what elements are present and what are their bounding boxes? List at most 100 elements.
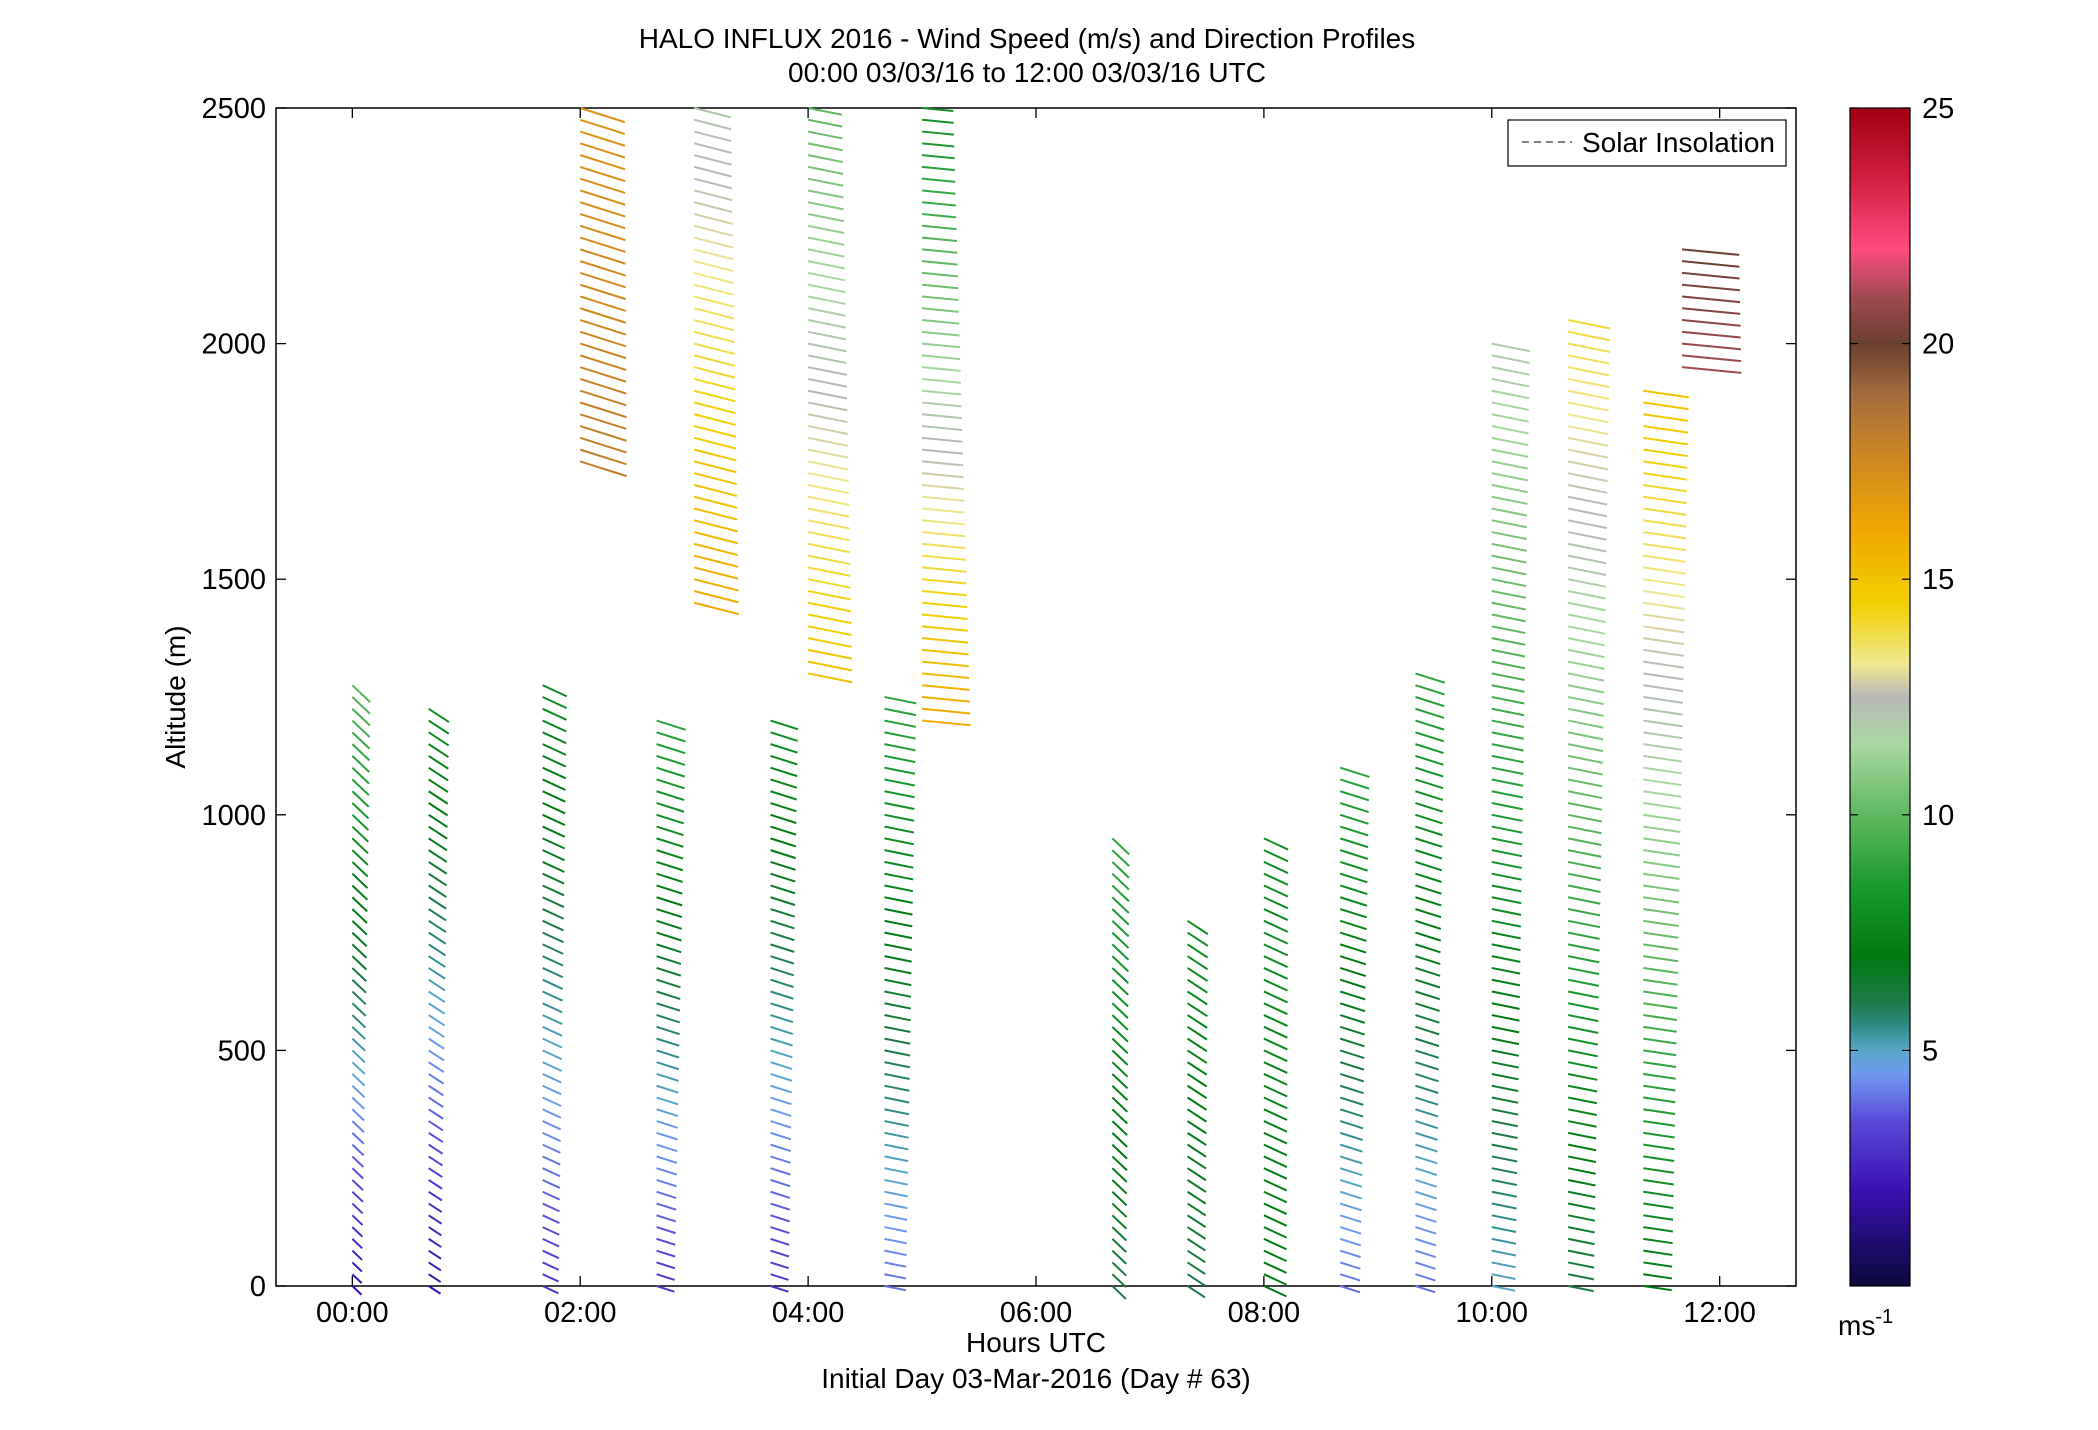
- wind-barb: [1643, 1061, 1677, 1068]
- wind-barb: [1186, 1143, 1207, 1158]
- wind-barb: [1643, 1261, 1673, 1268]
- wind-barb: [1567, 625, 1606, 635]
- wind-barb: [1415, 1014, 1440, 1024]
- wind-barb: [770, 1096, 792, 1106]
- wind-barb: [579, 271, 626, 289]
- wind-barb: [579, 130, 626, 147]
- wind-barb: [1339, 1061, 1365, 1071]
- colorbar-fill: [1849, 107, 1911, 1287]
- wind-barb: [807, 637, 852, 648]
- wind-barb: [1339, 1179, 1363, 1188]
- wind-barb: [1263, 1096, 1288, 1110]
- wind-barb: [428, 978, 446, 992]
- wind-barb: [428, 896, 447, 910]
- wind-barb: [1339, 955, 1367, 966]
- wind-barb: [1263, 1049, 1288, 1063]
- wind-barb: [542, 719, 567, 733]
- wind-barb: [428, 766, 449, 782]
- wind-barb: [1567, 1096, 1598, 1105]
- wind-barb: [1567, 637, 1605, 647]
- wind-barb: [1491, 1096, 1519, 1104]
- wind-barb: [656, 825, 684, 837]
- wind-barb: [807, 213, 845, 223]
- wind-barb: [1415, 872, 1442, 883]
- wind-barb: [1111, 955, 1130, 973]
- wind-barb: [693, 260, 734, 273]
- wind-barb: [351, 731, 371, 750]
- y-tick-label: 500: [218, 1035, 266, 1067]
- x-tick-label: 00:00: [316, 1297, 389, 1329]
- y-tick-label: 2000: [201, 329, 266, 361]
- wind-barb: [579, 354, 627, 371]
- wind-barb: [1491, 566, 1527, 576]
- wind-barb: [656, 1037, 680, 1047]
- wind-barb: [1643, 860, 1680, 869]
- wind-barb: [1567, 1226, 1595, 1234]
- wind-barb: [1415, 860, 1443, 872]
- wind-barb: [770, 966, 795, 977]
- wind-barb: [1186, 1132, 1207, 1146]
- wind-barb: [428, 1108, 444, 1120]
- wind-barb: [351, 814, 370, 831]
- wind-barb: [1567, 1002, 1599, 1011]
- wind-barb: [1111, 931, 1130, 949]
- wind-barb: [1491, 507, 1528, 517]
- wind-barb: [1491, 931, 1521, 940]
- wind-barb: [656, 990, 681, 1000]
- wind-barb: [693, 578, 739, 592]
- wind-barb: [770, 790, 797, 801]
- x-tick-label: 08:00: [1228, 1297, 1301, 1329]
- wind-barb: [1263, 884, 1289, 898]
- wind-barb: [770, 896, 796, 906]
- wind-barb: [1567, 1237, 1595, 1246]
- wind-barb: [656, 1108, 679, 1118]
- wind-barb: [1643, 1178, 1674, 1186]
- wind-barb: [1339, 1155, 1363, 1165]
- wind-barb: [656, 1261, 676, 1270]
- wind-barb: [1415, 908, 1442, 919]
- wind-barb: [656, 860, 684, 872]
- wind-barb: [884, 1037, 911, 1045]
- wind-barb: [428, 1190, 443, 1202]
- wind-barb: [770, 1037, 793, 1047]
- wind-barb: [1567, 707, 1604, 717]
- wind-barb: [1567, 672, 1605, 682]
- wind-barb: [1263, 861, 1289, 874]
- wind-barb: [542, 754, 567, 768]
- wind-barb: [579, 248, 626, 265]
- wind-barb: [1491, 719, 1525, 728]
- wind-barb: [1415, 955, 1441, 966]
- wind-barb: [921, 118, 954, 124]
- wind-barb: [1111, 1085, 1129, 1101]
- wind-barb: [1111, 1002, 1129, 1019]
- wind-barb: [1111, 1061, 1129, 1078]
- wind-barb: [542, 861, 565, 873]
- wind-barb: [1186, 1273, 1206, 1287]
- wind-barb: [921, 578, 967, 585]
- wind-barb: [1263, 978, 1288, 992]
- wind-barb: [1491, 448, 1529, 458]
- wind-barb: [1567, 908, 1601, 917]
- wind-barb: [1415, 1131, 1438, 1141]
- wind-barb: [884, 1143, 909, 1151]
- wind-barb: [1415, 849, 1443, 860]
- wind-barb: [770, 919, 795, 930]
- wind-barb: [542, 813, 566, 827]
- wind-barb: [807, 154, 844, 164]
- wind-barb: [542, 1120, 562, 1131]
- plot-area: [275, 107, 1797, 1287]
- wind-barb: [1681, 366, 1742, 374]
- wind-barb: [542, 1167, 561, 1178]
- wind-barb: [693, 366, 736, 379]
- wind-barb: [770, 731, 798, 742]
- wind-barb: [921, 307, 959, 313]
- wind-barb: [428, 825, 448, 840]
- wind-barb: [428, 1096, 444, 1108]
- wind-barb: [656, 884, 683, 895]
- wind-barb: [1643, 1014, 1678, 1021]
- wind-barb: [542, 707, 567, 721]
- wind-barb: [1263, 1226, 1288, 1239]
- wind-barb: [1567, 495, 1608, 506]
- wind-barb: [1263, 931, 1289, 945]
- wind-barb: [770, 978, 794, 988]
